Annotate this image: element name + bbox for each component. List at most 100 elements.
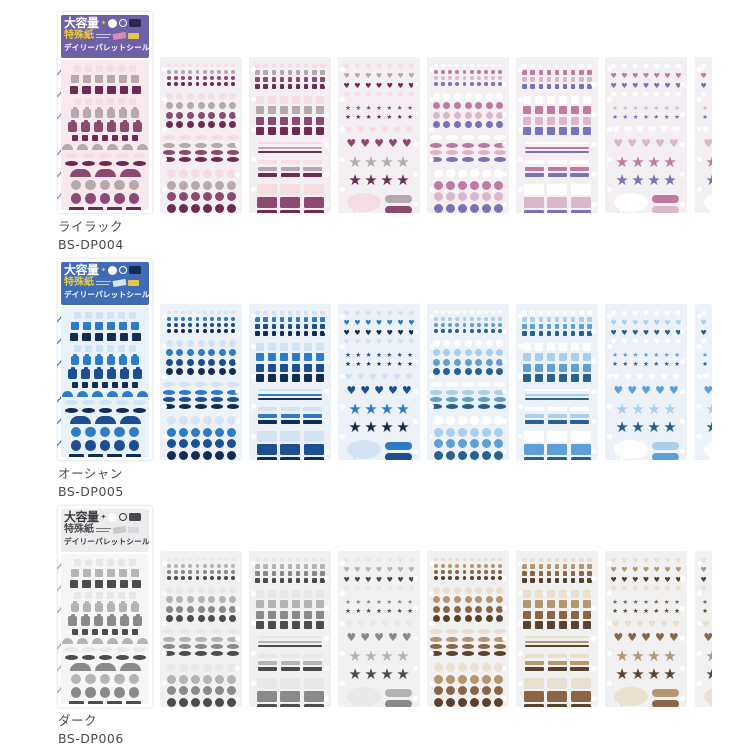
sticker-shape <box>195 569 200 574</box>
heart-icon: ♥ <box>393 619 402 630</box>
sticker-shape <box>559 342 567 351</box>
heart-icon: ♥ <box>365 575 372 584</box>
rect-row <box>523 456 591 460</box>
oval-row <box>429 149 507 155</box>
heart-row: ♥♥♥♥♥♥♥ <box>343 585 415 595</box>
star-icon: ★ <box>653 607 660 616</box>
jar-cap <box>122 120 127 123</box>
sticker-shape <box>303 456 324 460</box>
speech-bubble-body <box>613 686 648 706</box>
medium-square-row <box>256 589 324 598</box>
speech-bubble-body <box>346 439 381 459</box>
sticker-shape <box>77 144 88 150</box>
punch-hole <box>413 666 418 671</box>
sticker-shape <box>107 207 122 210</box>
sticker-shape <box>498 322 503 327</box>
sticker-shape <box>202 329 207 333</box>
small-dot-row <box>433 322 503 327</box>
sticker-shape <box>432 358 440 366</box>
sticker-shape <box>491 569 496 574</box>
oval-row <box>162 382 240 388</box>
heart-icon: ♥ <box>664 62 671 71</box>
sticker-shape <box>461 404 475 410</box>
sticker-shape <box>178 203 188 213</box>
star-row: ★★★★★★★ <box>344 352 414 360</box>
sticker-shape <box>119 74 127 83</box>
star-icon: ★ <box>622 104 629 113</box>
heart-icon: ♥ <box>632 556 639 565</box>
sticker-shape <box>453 596 461 604</box>
sticker-shape <box>280 691 300 702</box>
heart-icon: ♥ <box>343 585 350 594</box>
rect-row <box>256 209 324 213</box>
sticker-shape <box>280 160 300 165</box>
sticker-shape <box>462 316 467 321</box>
sticker-shape <box>547 444 567 455</box>
sticker-shape <box>74 311 81 319</box>
heart-icon: ♥ <box>343 319 350 328</box>
spacer <box>168 411 234 415</box>
sticker-shape <box>295 63 301 69</box>
sticker-shape <box>484 322 488 327</box>
sticker-shape <box>122 638 133 644</box>
sticker-shape <box>320 571 325 576</box>
sticker-shape <box>186 349 194 357</box>
sticker-shape <box>304 126 312 135</box>
spacer <box>611 101 681 104</box>
sticker-shape <box>493 651 507 657</box>
sticker-shape <box>547 106 555 115</box>
sticker-shape <box>114 440 125 451</box>
sticker-shape <box>464 596 472 604</box>
large-dot-row <box>433 416 503 426</box>
sticker-shape <box>547 610 555 619</box>
sticker-shape <box>445 149 459 155</box>
heart-row: ♥♥♥♥♥♥ <box>611 126 681 137</box>
sticker-shape <box>445 169 455 179</box>
sticker-shape <box>229 111 237 119</box>
jar-body <box>94 369 103 380</box>
sticker-shape <box>229 340 237 348</box>
sticker-shape <box>92 391 103 397</box>
heart-icon: ♥ <box>664 91 671 100</box>
sticker-shape <box>186 605 194 613</box>
heart-icon: ♥ <box>354 62 361 71</box>
rect-row <box>523 209 591 213</box>
sticker-shape <box>481 427 491 437</box>
sticker-shape <box>209 569 214 574</box>
sticker-shape <box>231 69 236 74</box>
sticker-shape <box>210 389 224 395</box>
heart-row: ♥♥♥♥♥♥♥ <box>611 82 682 91</box>
sticker-shape <box>523 126 531 135</box>
sticker-shape <box>202 439 212 449</box>
small-square-row <box>522 571 592 577</box>
heart-row: ♥♥♥♥♥ <box>701 138 712 151</box>
punch-hole <box>680 606 685 611</box>
sticker-shape <box>210 382 224 388</box>
sticker-shape <box>554 578 560 583</box>
sticker-shape <box>453 102 461 110</box>
sticker-shape <box>583 363 591 372</box>
heart-icon: ♥ <box>386 319 393 328</box>
medium-square-row <box>256 106 324 115</box>
punch-hole <box>340 591 345 596</box>
collage-row <box>63 687 147 699</box>
small-square-row <box>255 578 325 584</box>
heart-row: ♥♥♥♥♥♥♥ <box>343 319 415 329</box>
star-icon: ★ <box>355 607 362 616</box>
sticker-shape <box>209 82 214 86</box>
sticker-shape <box>570 77 576 82</box>
pill-bubble <box>651 205 679 213</box>
star-icon: ★ <box>364 664 378 683</box>
sticker-shape <box>197 111 205 119</box>
sticker-shape <box>433 63 438 68</box>
sticker-shape <box>255 578 260 583</box>
spacer <box>168 582 234 586</box>
sticker-shape <box>173 69 178 74</box>
spacer <box>257 649 323 653</box>
sticker-shape <box>70 687 82 698</box>
medium-square-row <box>256 342 324 351</box>
sticker-shape <box>69 416 91 424</box>
collage-jar-row <box>63 367 147 380</box>
sticker-shape <box>226 450 236 460</box>
punch-hole <box>162 404 167 409</box>
